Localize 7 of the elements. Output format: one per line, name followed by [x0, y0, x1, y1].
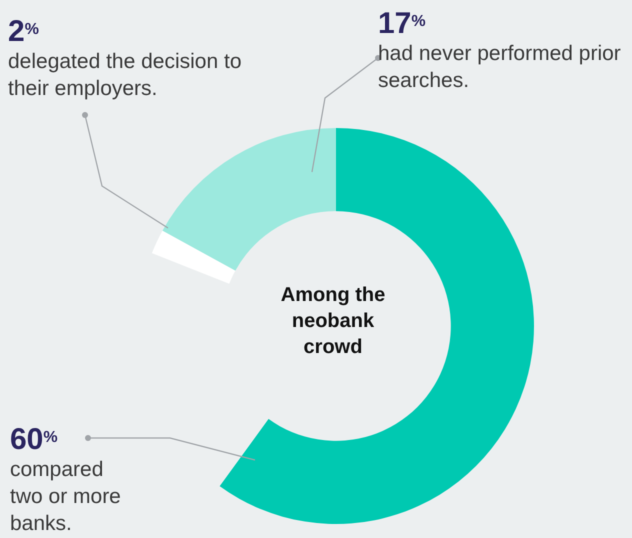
slice-label: delegated the decision to their employers. — [8, 49, 243, 102]
data-label: 2$^{%}$ — [8, 15, 40, 48]
data-label: 60$^{%}$ — [10, 423, 59, 456]
text: Among the neobank crowd — [280, 283, 386, 360]
slice-label: compared two or more banks. — [10, 457, 122, 537]
data-label: 17$^{%}$ — [378, 7, 427, 40]
slice-label: had never performed prior searches. — [378, 41, 622, 94]
